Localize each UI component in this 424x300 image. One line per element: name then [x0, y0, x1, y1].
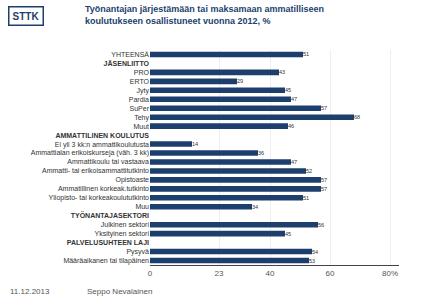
svg-text:54: 54: [312, 249, 318, 255]
svg-text:23: 23: [215, 269, 224, 278]
svg-text:47: 47: [291, 159, 297, 165]
svg-text:60: 60: [326, 269, 335, 278]
svg-text:Seppo Nevalainen: Seppo Nevalainen: [87, 287, 152, 296]
svg-text:Pysyvä: Pysyvä: [126, 248, 149, 256]
svg-text:36: 36: [258, 150, 264, 156]
svg-text:Ammattikoulu tai vastaava: Ammattikoulu tai vastaava: [67, 158, 149, 165]
svg-text:0: 0: [148, 269, 153, 278]
svg-text:53: 53: [309, 258, 315, 264]
svg-text:47: 47: [291, 96, 297, 102]
svg-text:ERTO: ERTO: [130, 78, 150, 85]
svg-text:Muu: Muu: [135, 203, 149, 210]
svg-text:TYÖNANTAJASEKTORI: TYÖNANTAJASEKTORI: [71, 211, 149, 219]
svg-text:YHTEENSÄ: YHTEENSÄ: [111, 51, 149, 58]
svg-text:40: 40: [266, 269, 275, 278]
svg-text:Määräaikanen tai tilapäinen: Määräaikanen tai tilapäinen: [63, 257, 149, 265]
svg-text:51: 51: [303, 195, 309, 201]
svg-text:Tehy: Tehy: [134, 114, 149, 122]
svg-text:11.12.2013: 11.12.2013: [10, 287, 50, 296]
svg-text:Ei yli 3 kk:n ammattikoulutust: Ei yli 3 kk:n ammattikoulutusta: [55, 141, 149, 149]
svg-text:Pardia: Pardia: [129, 96, 149, 103]
svg-text:Muut: Muut: [133, 123, 149, 130]
svg-text:Yksityinen sektori: Yksityinen sektori: [95, 230, 150, 238]
svg-text:Yliopisto- tai korkeakoulututk: Yliopisto- tai korkeakoulututkinto: [49, 194, 149, 202]
svg-text:Julkinen sektori: Julkinen sektori: [101, 221, 150, 228]
svg-text:14: 14: [192, 141, 198, 147]
svg-text:AMMATTILINEN KOULUTUS: AMMATTILINEN KOULUTUS: [55, 132, 149, 139]
svg-text:80%: 80%: [382, 269, 398, 278]
svg-text:PALVELUSUHTEEN LAJI: PALVELUSUHTEEN LAJI: [67, 239, 149, 246]
svg-text:Ammatti- tai erikoisammattitut: Ammatti- tai erikoisammattitutkinto: [42, 167, 149, 174]
svg-text:34: 34: [252, 204, 258, 210]
svg-text:51: 51: [303, 51, 309, 57]
svg-text:52: 52: [306, 168, 312, 174]
svg-text:45: 45: [285, 87, 291, 93]
svg-text:JÄSENLIITTO: JÄSENLIITTO: [104, 60, 150, 67]
svg-text:46: 46: [288, 123, 294, 129]
svg-text:Opistoaste: Opistoaste: [116, 176, 150, 184]
svg-text:57: 57: [321, 186, 327, 192]
svg-text:68: 68: [354, 114, 360, 120]
svg-text:43: 43: [279, 69, 285, 75]
svg-text:STTK: STTK: [13, 11, 40, 22]
svg-text:Ammattialan erikoiskurseja (vä: Ammattialan erikoiskurseja (väh. 3 kk): [31, 149, 149, 157]
svg-text:45: 45: [285, 231, 291, 237]
svg-text:29: 29: [237, 78, 243, 84]
svg-text:PRO: PRO: [134, 69, 150, 76]
svg-text:57: 57: [321, 105, 327, 111]
svg-text:Ammatillinen korkeak.tutkinto: Ammatillinen korkeak.tutkinto: [58, 185, 149, 192]
svg-text:Työnantajan järjestämään tai m: Työnantajan järjestämään tai maksamaan a…: [85, 4, 324, 26]
svg-text:56: 56: [318, 222, 324, 228]
svg-text:SuPer: SuPer: [130, 105, 150, 112]
svg-text:Jyty: Jyty: [137, 87, 150, 95]
svg-text:57: 57: [321, 177, 327, 183]
